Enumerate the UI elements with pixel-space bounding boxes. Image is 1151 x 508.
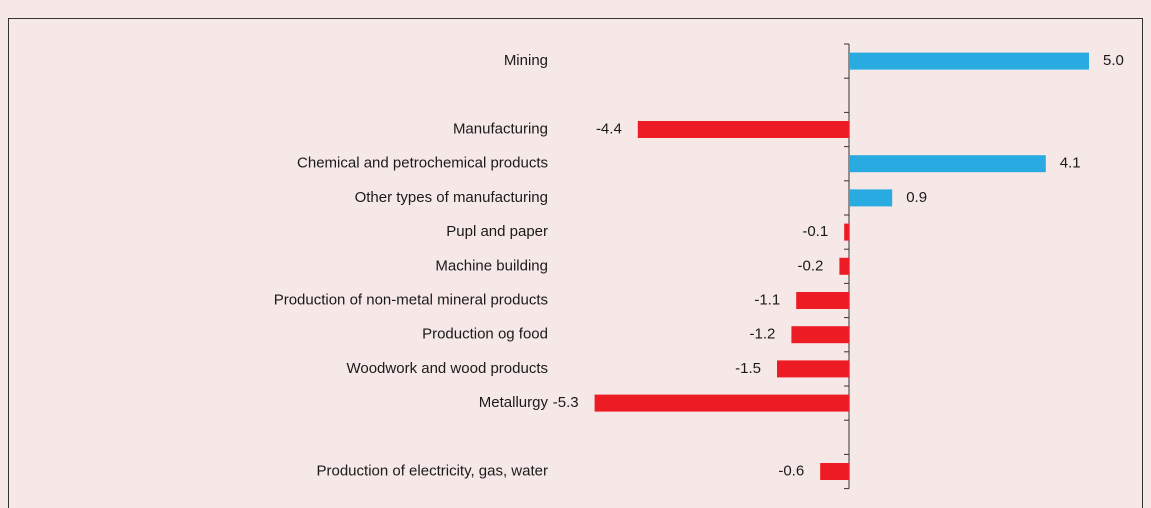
bar [820, 463, 849, 480]
value-label: -4.4 [596, 120, 622, 137]
value-label: -5.3 [553, 394, 579, 411]
value-label: 0.9 [906, 189, 927, 206]
value-label: -1.1 [754, 291, 780, 308]
category-label: Mining [504, 52, 548, 69]
value-label: -1.2 [750, 326, 776, 343]
bar [849, 52, 1089, 70]
category-label: Chemical and petrochemical products [297, 155, 548, 172]
category-label: Production of electricity, gas, water [317, 462, 549, 479]
bar [844, 223, 849, 241]
value-label: 5.0 [1103, 52, 1124, 69]
value-label: -0.2 [798, 257, 824, 274]
category-label: Machine building [435, 257, 548, 274]
category-label: Woodwork and wood products [346, 360, 548, 377]
value-label: -0.6 [778, 462, 804, 479]
category-label: Other types of manufacturing [355, 189, 548, 206]
frame [8, 18, 1143, 508]
bar [777, 360, 849, 378]
bar [637, 121, 849, 138]
bar [796, 292, 849, 309]
category-label: Pupl and paper [446, 223, 548, 240]
bar [849, 155, 1046, 173]
category-label: Manufacturing [453, 120, 548, 137]
bar [849, 189, 893, 207]
value-label: -0.1 [802, 223, 828, 240]
category-label: Production of non-metal mineral products [274, 291, 548, 308]
category-label: Metallurgy [479, 394, 549, 411]
value-label: 4.1 [1060, 155, 1081, 172]
bar [594, 394, 849, 412]
category-label: Production og food [422, 326, 548, 343]
bar [791, 326, 849, 344]
value-label: -1.5 [735, 360, 761, 377]
bar [839, 257, 849, 275]
